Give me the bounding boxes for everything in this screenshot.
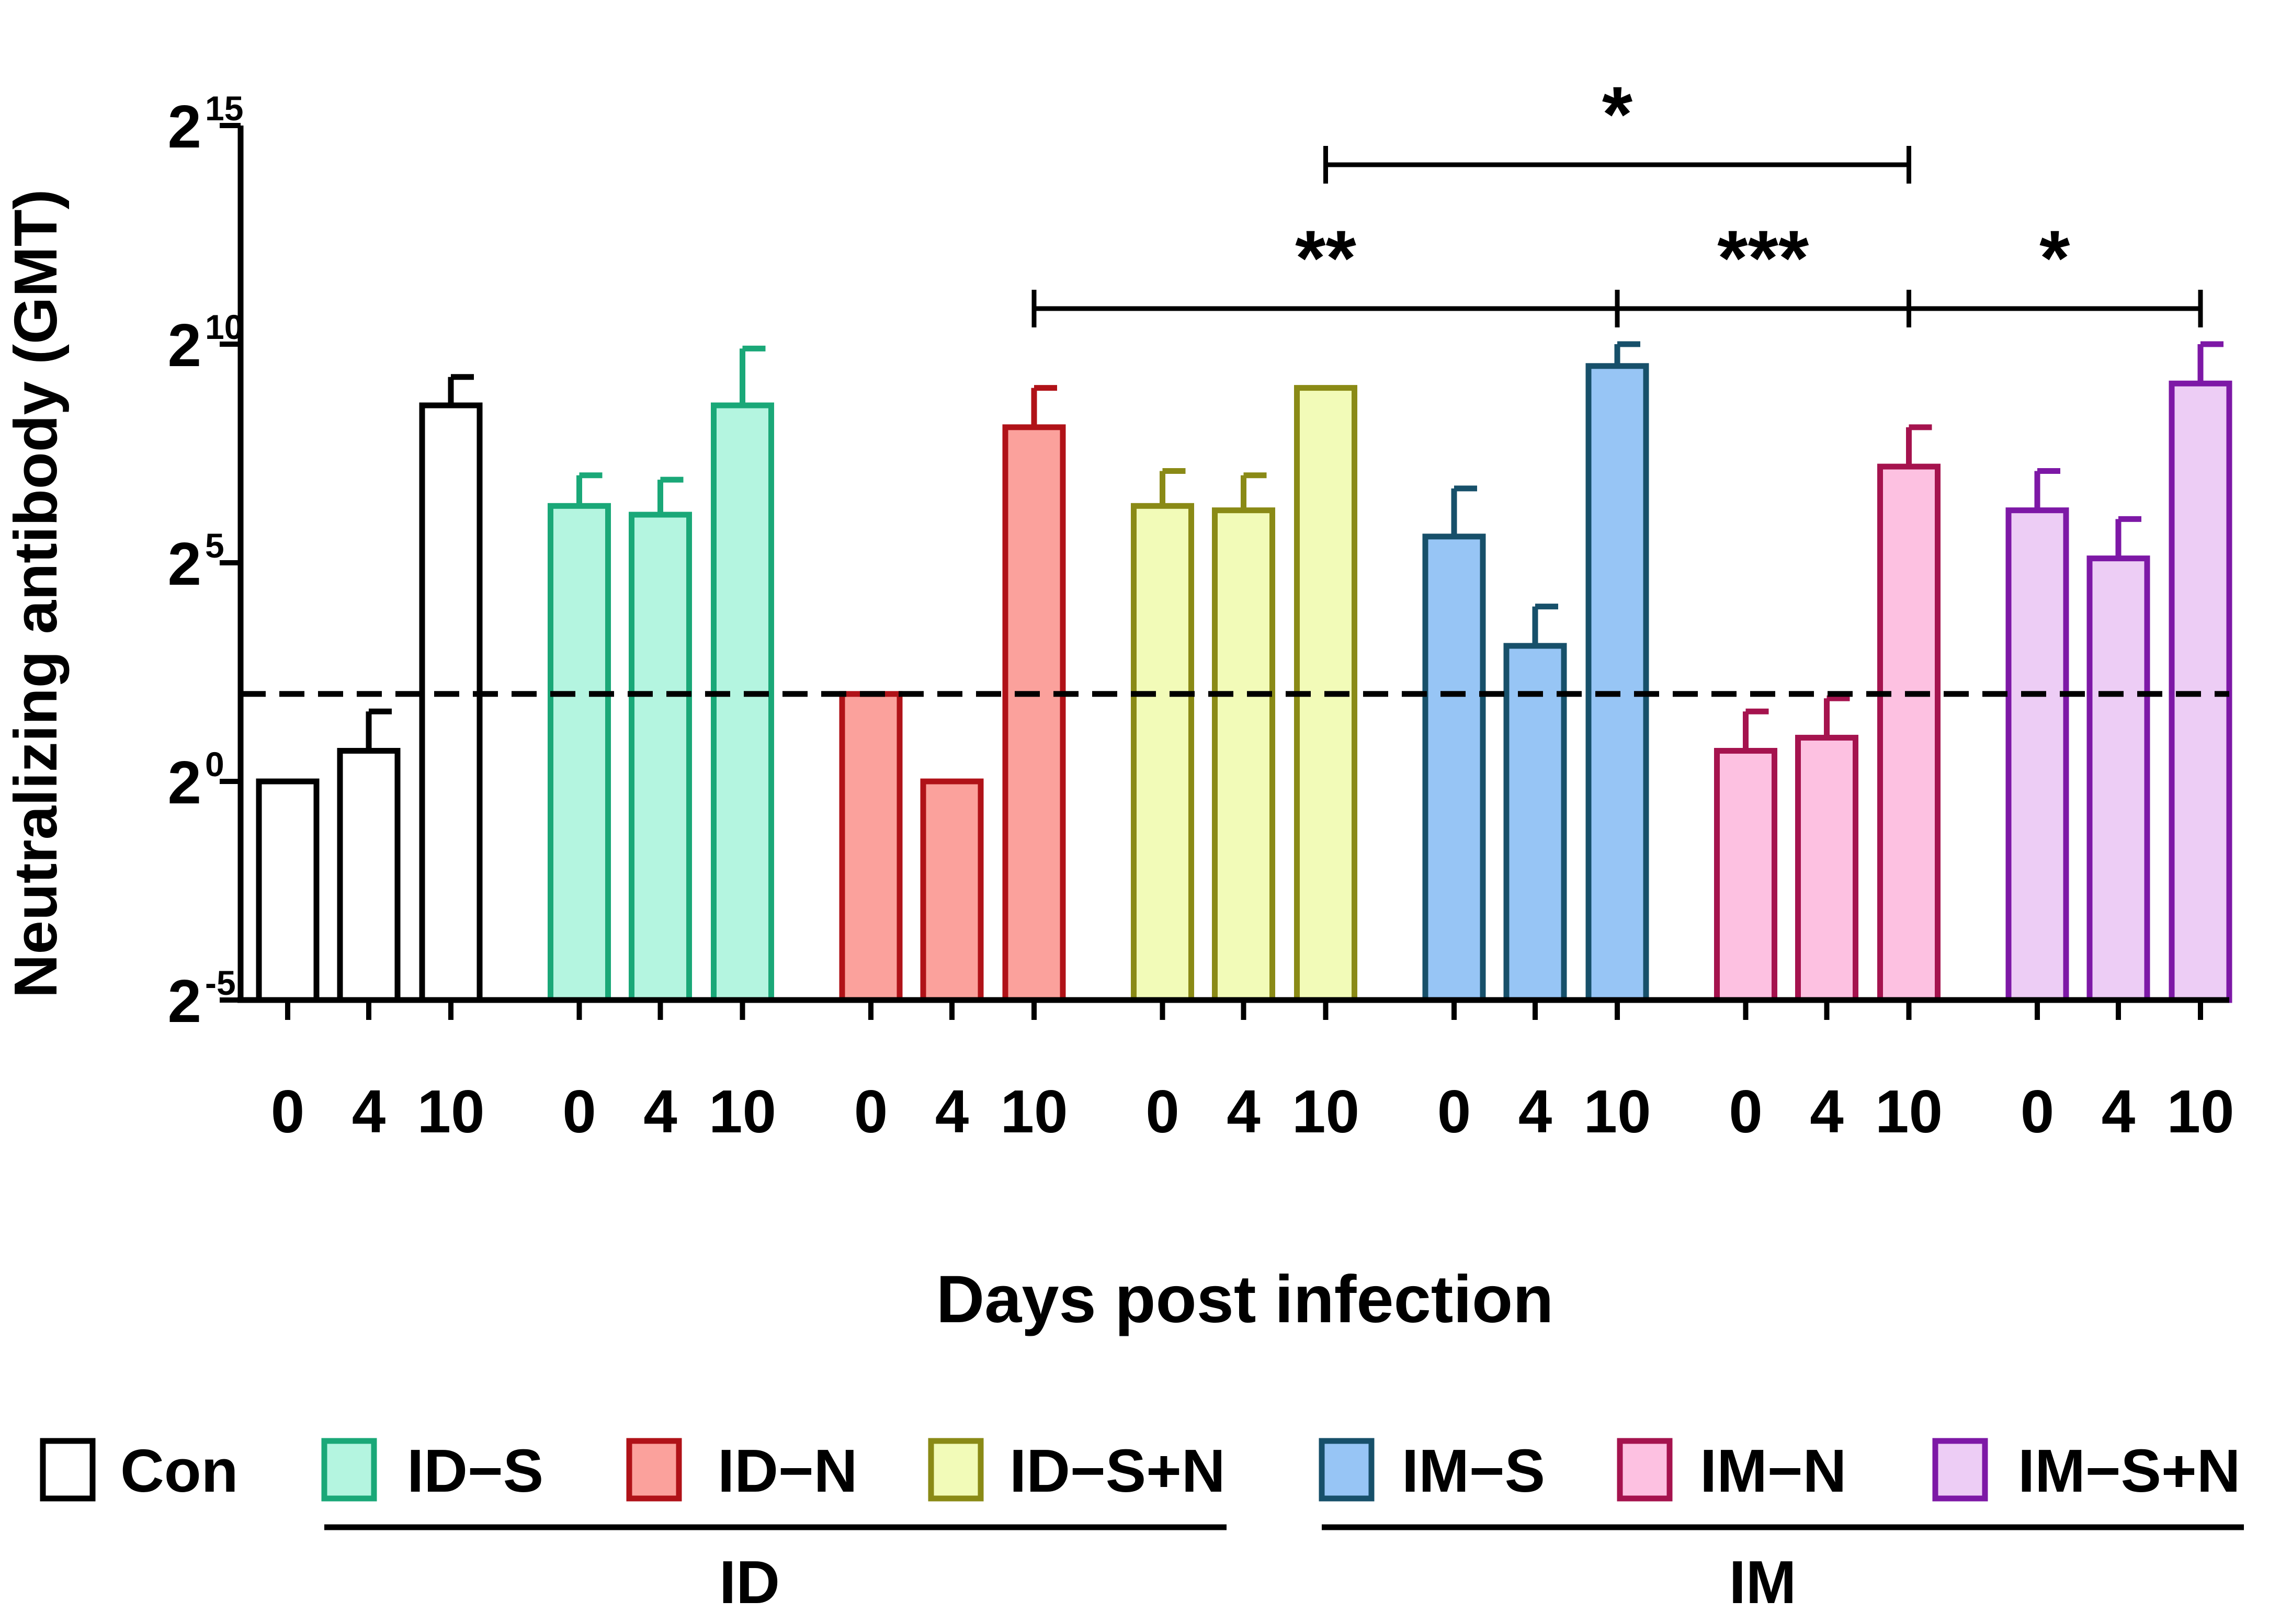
legend-swatch (928, 1438, 984, 1502)
x-tick-label: 0 (1437, 1077, 1471, 1145)
legend-group-label: IM (1729, 1548, 1797, 1616)
bar (1002, 424, 1066, 1003)
y-axis-title: Neutralizing antibody (GMT) (2, 189, 70, 998)
bar (337, 747, 401, 1003)
bar (2086, 555, 2150, 1003)
x-tick-label: 10 (417, 1077, 484, 1145)
bar (1212, 507, 1275, 1003)
legend: Con ID−S ID−N ID−S+N IM−S IM−N IM−S+N ID IM (40, 1437, 2244, 1616)
x-tick-label: 4 (1227, 1077, 1261, 1145)
bar (1503, 643, 1567, 1003)
y-tick-exponent: 5 (205, 526, 224, 565)
x-tick-label: 10 (1292, 1077, 1359, 1145)
bar (839, 691, 903, 1003)
legend-label: ID−S+N (1009, 1437, 1226, 1505)
bar (711, 402, 774, 1003)
x-tick-label: 4 (935, 1077, 969, 1145)
bar (920, 778, 984, 1003)
legend-group-label: ID (719, 1548, 780, 1616)
y-tick-label: 2 (167, 311, 201, 379)
bar (419, 402, 483, 1003)
y-tick-exponent: 10 (205, 308, 243, 346)
plot-area: 2 152 102 52 02 -50 4 10 0 4 10 0 4 10 0 4 10 0 4 10 0 4 10 0 4 1… (167, 70, 2234, 1145)
legend-label: IM−S (1402, 1437, 1545, 1505)
bar (1131, 503, 1194, 1003)
x-tick-label: 10 (709, 1077, 776, 1145)
y-tick-exponent: -5 (205, 963, 236, 1002)
legend-swatch (1617, 1438, 1673, 1502)
x-tick-label: 0 (2021, 1077, 2055, 1145)
legend-swatch (1932, 1438, 1988, 1502)
bar (256, 778, 320, 1003)
y-tick-label: 2 (167, 748, 201, 816)
legend-label: ID−S (407, 1437, 543, 1505)
x-tick-label: 0 (1729, 1077, 1763, 1145)
legend-swatch (1319, 1438, 1375, 1502)
x-tick-label: 4 (352, 1077, 386, 1145)
y-tick-exponent: 0 (205, 745, 224, 783)
legend-label: ID−N (718, 1437, 858, 1505)
significance-label: *** (1717, 214, 1809, 302)
bar (1877, 463, 1941, 1003)
x-tick-label: 4 (2102, 1077, 2136, 1145)
x-tick-label: 10 (2166, 1077, 2234, 1145)
bar (2005, 507, 2069, 1003)
x-tick-label: 4 (1518, 1077, 1552, 1145)
bar (629, 512, 692, 1003)
y-tick-label: 2 (167, 967, 201, 1035)
y-tick-label: 2 (167, 530, 201, 598)
x-tick-label: 4 (643, 1077, 677, 1145)
x-tick-label: 10 (1583, 1077, 1651, 1145)
legend-label: Con (120, 1437, 239, 1505)
significance-label: * (1602, 70, 1633, 158)
x-tick-label: 0 (854, 1077, 888, 1145)
significance-label: * (2039, 214, 2070, 302)
x-tick-label: 0 (1145, 1077, 1179, 1145)
x-tick-label: 4 (1810, 1077, 1844, 1145)
bar (1795, 734, 1858, 1003)
x-tick-label: 10 (1000, 1077, 1068, 1145)
legend-swatch (626, 1438, 682, 1502)
bar (548, 503, 611, 1003)
legend-swatch (321, 1438, 377, 1502)
bar (1714, 747, 1777, 1003)
significance-label: ** (1295, 214, 1356, 302)
y-tick-exponent: 15 (205, 89, 243, 128)
legend-label: IM−N (1700, 1437, 1846, 1505)
x-tick-label: 0 (271, 1077, 305, 1145)
x-tick-label: 10 (1875, 1077, 1943, 1145)
legend-swatch (40, 1438, 96, 1502)
y-tick-label: 2 (167, 93, 201, 161)
bar (1422, 533, 1486, 1003)
x-tick-label: 0 (562, 1077, 596, 1145)
legend-label: IM−S+N (2018, 1437, 2240, 1505)
x-axis-title: Days post infection (936, 1262, 1554, 1337)
bar (1585, 363, 1649, 1003)
